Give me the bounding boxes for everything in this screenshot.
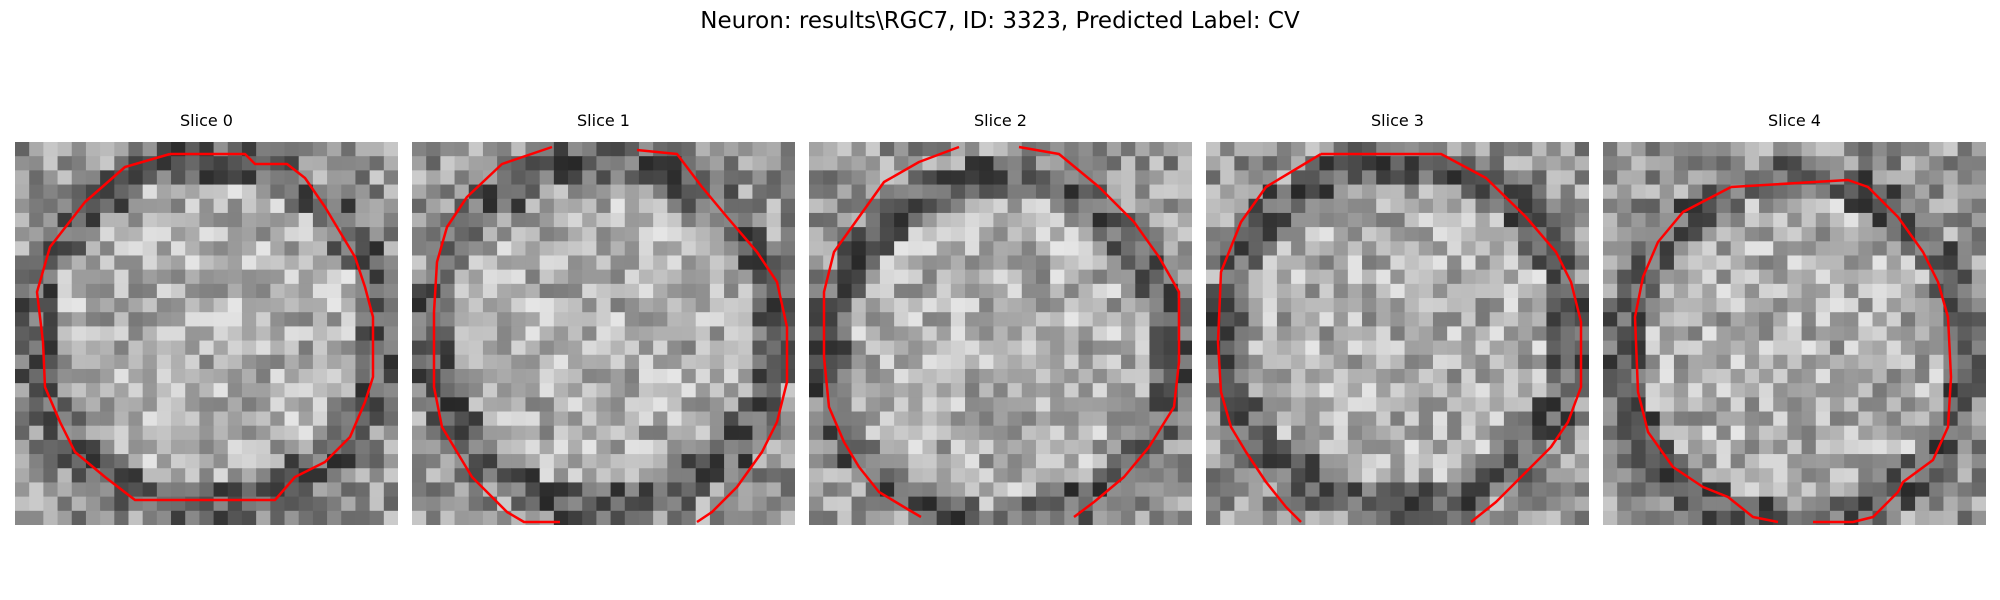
slice-panel-1: Slice 1 [412,110,795,525]
contour-line-2 [822,145,960,519]
slice-panel-4: Slice 4 [1603,110,1986,525]
contour-line-1b [636,148,789,524]
contour-line-1 [432,145,560,524]
slice-image-2 [809,142,1192,525]
grayscale-texture-2 [809,142,1192,525]
grayscale-texture-3 [1206,142,1589,525]
grayscale-texture-0 [15,142,398,525]
slice-image-4 [1603,142,1986,525]
contour-line-0 [35,152,375,502]
slice-title-0: Slice 0 [180,111,233,130]
slice-image-1 [412,142,795,525]
contour-line-3b [1216,152,1322,523]
slice-title-3: Slice 3 [1371,111,1424,130]
grayscale-texture-4 [1603,142,1986,525]
contour-line-3 [1321,152,1583,523]
slice-panel-3: Slice 3 [1206,110,1589,525]
slice-title-2: Slice 2 [974,111,1027,130]
slice-image-3 [1206,142,1589,525]
contour-line-4 [1633,185,1779,524]
slice-panel-0: Slice 0 [15,110,398,525]
slice-title-4: Slice 4 [1768,111,1821,130]
contour-line-4b [1730,178,1953,524]
contour-line-2b [1018,145,1181,518]
slice-image-0 [15,142,398,525]
slice-panel-2: Slice 2 [809,110,1192,525]
grayscale-texture-1 [412,142,795,525]
figure-title: Neuron: results\RGC7, ID: 3323, Predicte… [700,8,1300,34]
slice-title-1: Slice 1 [577,111,630,130]
